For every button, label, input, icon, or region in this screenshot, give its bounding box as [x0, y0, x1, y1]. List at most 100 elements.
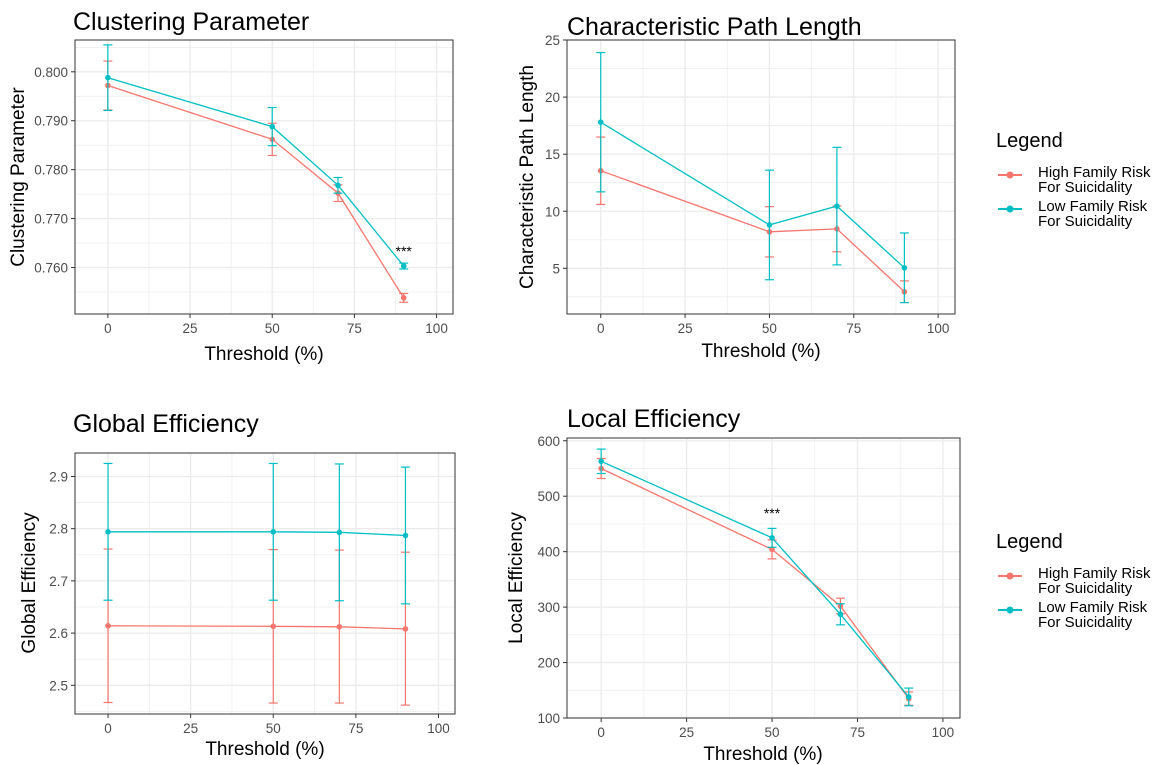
x-tick-label: 50 [765, 725, 780, 740]
y-axis-label: Local Efficiency [506, 512, 527, 644]
series-line-low [600, 460, 910, 698]
x-tick-label: 25 [183, 721, 198, 736]
y-tick-label: 0.790 [34, 114, 68, 129]
legend-key-point-high [1006, 171, 1014, 179]
x-tick-label: 25 [183, 321, 198, 336]
significance-annotation: *** [396, 243, 413, 259]
data-point-low [901, 264, 908, 271]
data-point-high [769, 546, 775, 553]
data-point-low [270, 529, 277, 535]
data-point-low [105, 529, 111, 535]
data-point-high [105, 622, 111, 629]
data-point-high [400, 295, 407, 301]
legend-key-point-high [1006, 572, 1014, 580]
y-tick-label: 0.780 [34, 163, 68, 178]
panel-border [566, 437, 961, 719]
x-tick-label: 50 [762, 321, 777, 336]
y-tick-label: 2.8 [49, 522, 68, 537]
y-axis-label: Clustering Parameter [8, 87, 29, 267]
series-line-low [600, 121, 905, 269]
significance-annotation: *** [764, 505, 781, 521]
data-point-high [336, 624, 343, 630]
x-axis-label: Threshold (%) [701, 341, 820, 362]
data-point-low [402, 532, 409, 539]
y-tick-label: 2.7 [49, 574, 68, 589]
legend-title: Legend [996, 130, 1063, 152]
data-point-low [597, 119, 604, 125]
x-tick-label: 0 [597, 725, 605, 740]
data-point-low [105, 74, 111, 81]
data-point-low [766, 222, 773, 228]
y-tick-label: 5 [552, 261, 560, 276]
x-tick-label: 75 [850, 725, 865, 740]
data-point-high [402, 626, 409, 632]
y-tick-label: 200 [537, 656, 560, 671]
x-tick-label: 25 [679, 725, 694, 740]
y-tick-label: 2.6 [49, 626, 68, 641]
y-tick-label: 600 [537, 434, 560, 449]
x-tick-label: 0 [597, 321, 605, 336]
y-axis-label: Global Efficiency [19, 512, 40, 654]
series-line-low [107, 77, 405, 267]
y-tick-label: 500 [537, 489, 560, 504]
data-point-low [335, 182, 341, 189]
y-tick-label: 25 [545, 33, 560, 48]
x-tick-label: 100 [427, 721, 450, 736]
data-point-low [769, 535, 775, 541]
y-tick-label: 400 [537, 545, 560, 560]
data-point-high [270, 623, 277, 630]
legend-label-low: Low Family Risk [1038, 599, 1148, 616]
chart-panel-3: 0 25 50 75 100 2.5 2.6 2.7 2.8 2.9 Global Efficien… [19, 410, 456, 760]
panel-border [74, 39, 454, 315]
chart-panel-4: 0 25 50 75 100 100 200 300 400 500 600 *** Local Eff… [506, 405, 961, 765]
series-line-low [108, 531, 406, 537]
y-axis-label: Characteristic Path Length [517, 65, 538, 289]
x-tick-label: 50 [265, 321, 280, 336]
y-tick-label: 0.800 [34, 65, 68, 80]
series-line-high [107, 84, 405, 299]
data-point-low [837, 611, 844, 618]
x-tick-label: 0 [104, 321, 112, 336]
chart-title: Global Efficiency [73, 410, 259, 438]
legend-key-point-low [1006, 205, 1014, 213]
x-tick-label: 25 [678, 321, 693, 336]
data-point-low [269, 123, 276, 130]
chart-panel-2: 0 25 50 75 100 5 10 15 20 25 Characteristic Path L… [517, 13, 956, 362]
y-tick-label: 0.770 [34, 212, 68, 227]
x-tick-label: 100 [927, 321, 950, 336]
legend-label-low: For Suicidality [1038, 614, 1133, 631]
x-tick-label: 100 [425, 321, 448, 336]
legend-label-high: For Suicidality [1038, 580, 1133, 597]
series-line-high [107, 625, 406, 630]
legend-label-high: High Family Risk [1038, 565, 1151, 582]
legend-title: Legend [996, 531, 1063, 553]
panel-border [566, 39, 956, 315]
chart-title: Characteristic Path Length [567, 13, 862, 41]
x-axis-label: Threshold (%) [204, 344, 323, 365]
x-tick-label: 75 [846, 321, 861, 336]
x-tick-label: 100 [932, 725, 955, 740]
data-point-low [400, 263, 407, 269]
legend-label-low: Low Family Risk [1038, 198, 1148, 215]
chart-title: Clustering Parameter [73, 8, 309, 36]
y-tick-label: 2.5 [49, 678, 68, 693]
data-point-low [905, 694, 912, 700]
legend-label-low: For Suicidality [1038, 213, 1133, 230]
x-tick-label: 75 [348, 721, 363, 736]
y-tick-label: 300 [537, 600, 560, 615]
panel-border [74, 452, 456, 715]
series-line-high [600, 467, 910, 699]
y-tick-label: 0.760 [34, 261, 68, 276]
x-tick-label: 75 [347, 321, 362, 336]
y-tick-label: 10 [545, 204, 560, 219]
data-point-low [598, 458, 604, 465]
y-tick-label: 100 [537, 711, 560, 726]
x-axis-label: Threshold (%) [703, 744, 822, 765]
y-tick-label: 15 [545, 147, 560, 162]
x-tick-label: 50 [266, 721, 281, 736]
legend-label-high: For Suicidality [1038, 179, 1133, 196]
y-tick-label: 2.9 [49, 469, 68, 484]
